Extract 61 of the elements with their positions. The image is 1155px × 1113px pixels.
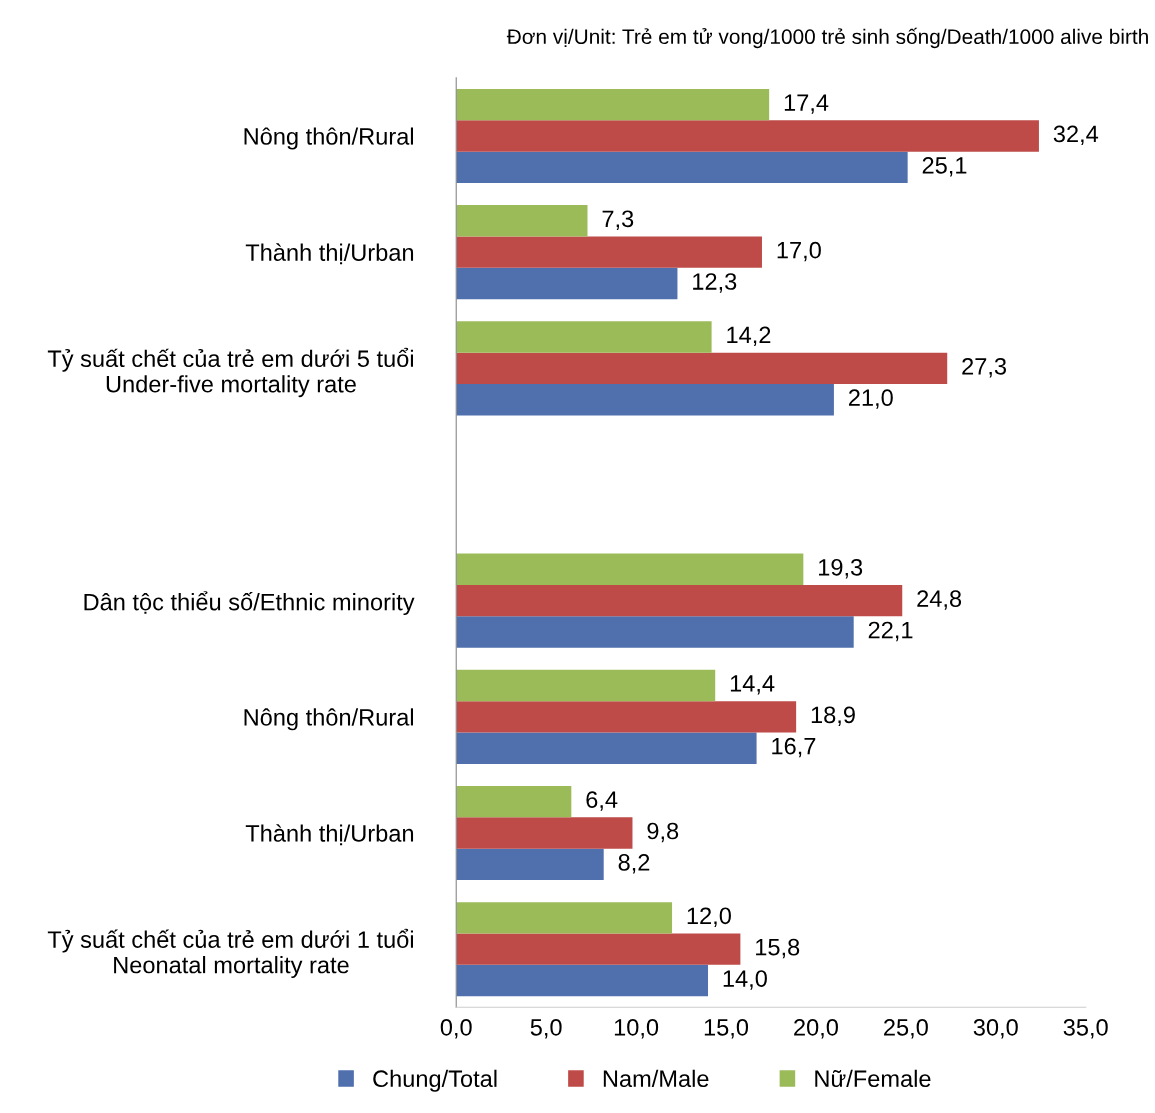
- data-label: 15,8: [756, 938, 800, 959]
- data-label: 21,0: [848, 389, 893, 409]
- bar: [456, 205, 588, 237]
- x-tick-label: 10,0: [614, 1019, 659, 1039]
- y-tick-label: Nông thôn/Rural: [244, 708, 413, 731]
- legend-label: Chung/Total: [373, 1069, 497, 1092]
- data-label: 6,4: [586, 791, 618, 811]
- x-tick-label: 0,0: [440, 1019, 472, 1039]
- bar: [456, 553, 804, 585]
- x-tick-label: 30,0: [973, 1019, 1018, 1039]
- bar: [456, 88, 770, 121]
- y-tick-label: Tỷ suất chết của trẻ em dưới 5 tuổi Under-five mortality rate: [47, 347, 413, 398]
- y-tick-label: Thành thị/Urban: [245, 824, 414, 846]
- data-label: 12,3: [693, 273, 737, 293]
- data-label: 17,0: [777, 241, 821, 262]
- bar: [456, 964, 709, 997]
- bar: [456, 384, 834, 416]
- bar: [456, 616, 854, 648]
- bar: [456, 933, 741, 965]
- x-tick-label: 5,0: [530, 1019, 562, 1039]
- bar: [456, 817, 633, 849]
- data-label: 14,2: [727, 326, 771, 347]
- bar: [456, 236, 762, 268]
- x-tick-label: 20,0: [794, 1019, 838, 1039]
- data-label: 9,8: [647, 822, 679, 843]
- bar: [456, 848, 604, 881]
- x-tick-label: 25,0: [884, 1019, 928, 1039]
- bar: [456, 120, 1039, 152]
- data-label: 8,2: [618, 854, 650, 874]
- data-label: 14,0: [723, 970, 767, 990]
- data-label: 25,1: [922, 156, 967, 177]
- data-label: 19,3: [819, 558, 863, 579]
- bar: [456, 584, 903, 617]
- x-tick-label: 15,0: [704, 1019, 749, 1039]
- bar: [456, 321, 712, 353]
- x-tick-label: 35,0: [1063, 1019, 1108, 1039]
- data-label: 27,3: [962, 357, 1007, 378]
- bar: [456, 732, 757, 764]
- y-tick-label: Dân tộc thiểu số/Ethnic minority: [84, 591, 415, 616]
- bar: [456, 267, 678, 300]
- data-label: 12,0: [687, 907, 731, 927]
- bar: [456, 785, 572, 818]
- data-label: 17,4: [784, 94, 829, 114]
- legend-label: Nam/Male: [603, 1069, 709, 1088]
- y-tick-label: Thành thị/Urban: [245, 243, 414, 265]
- data-label: 7,3: [602, 210, 634, 230]
- bar: [456, 669, 716, 702]
- data-label: 22,1: [868, 621, 913, 642]
- text: Đơn vị/Unit: Trẻ em tử vong/1000 trẻ sinh sống/Death/1000 alive birth: [506, 27, 1148, 49]
- bar: [456, 151, 908, 184]
- bar: [456, 902, 673, 934]
- data-label: 24,8: [917, 590, 962, 610]
- bar: [456, 352, 948, 385]
- y-tick-label: Nông thôn/Rural: [244, 127, 413, 150]
- data-label: 14,4: [730, 675, 775, 695]
- legend-label: Nữ/Female: [815, 1069, 931, 1088]
- data-label: 32,4: [1053, 125, 1099, 146]
- y-tick-label: Tỷ suất chết của trẻ em dưới 1 tuổi Neonatal mortality rate: [47, 928, 413, 979]
- bar: [456, 701, 797, 733]
- data-label: 16,7: [772, 737, 816, 758]
- data-label: 18,9: [811, 706, 855, 726]
